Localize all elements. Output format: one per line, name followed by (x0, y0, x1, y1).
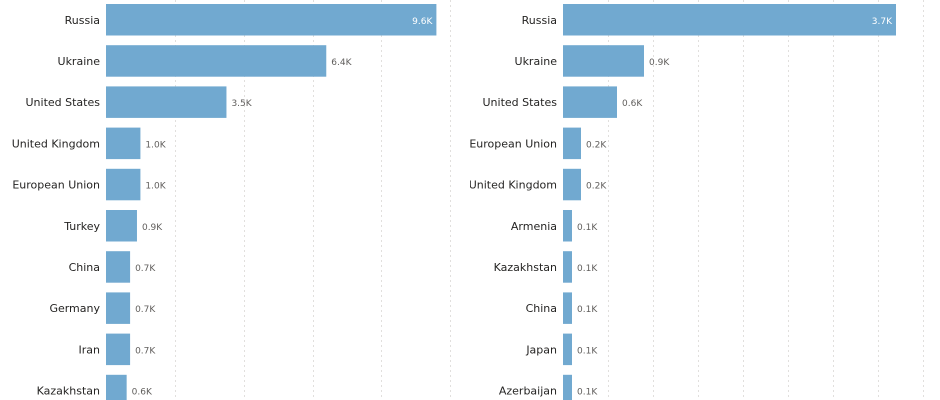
right-bar[interactable] (563, 333, 572, 366)
right-category-label: Kazakhstan (494, 261, 557, 274)
left-category-label: United Kingdom (12, 137, 100, 150)
right-category-label: United Kingdom (470, 179, 557, 192)
left-category-label: Turkey (63, 220, 100, 233)
right-data-label: 0.6K (622, 99, 643, 109)
left-bar[interactable] (106, 374, 127, 400)
right-bar[interactable] (563, 168, 581, 201)
left-data-label: 6.4K (331, 58, 352, 68)
right-category-label: United States (483, 96, 558, 109)
right-category-label: Ukraine (515, 55, 558, 68)
right-data-label: 0.1K (577, 264, 598, 274)
left-category-label: Russia (65, 14, 100, 27)
left-data-label: 0.7K (135, 346, 156, 356)
left-category-label: European Union (12, 179, 100, 192)
bar-chart-right: Russia 3.7K Ukraine 0.9K United States 0.6K Eu… (470, 0, 924, 400)
left-data-label: 1.0K (145, 182, 166, 192)
left-bar[interactable] (106, 333, 131, 366)
right-bar[interactable] (563, 86, 617, 118)
left-category-label: United States (26, 96, 101, 109)
right-bar[interactable] (563, 251, 572, 283)
left-bar[interactable] (106, 210, 137, 242)
right-data-label: 0.1K (577, 346, 598, 356)
left-data-label: 3.5K (231, 99, 252, 109)
right-bar[interactable] (563, 4, 896, 36)
left-category-label: Germany (49, 302, 100, 315)
right-bar[interactable] (563, 45, 644, 77)
right-bar[interactable] (563, 210, 572, 242)
left-data-label: 0.6K (132, 388, 153, 398)
left-bar[interactable] (106, 45, 327, 77)
left-data-label: 1.0K (145, 140, 166, 150)
right-data-label: 0.2K (586, 182, 607, 192)
right-bar[interactable] (563, 127, 581, 160)
right-category-label: Armenia (511, 220, 557, 233)
right-bar[interactable] (563, 292, 572, 324)
right-category-label: China (526, 302, 557, 315)
left-bar[interactable] (106, 251, 131, 283)
left-data-label: 0.7K (135, 264, 156, 274)
right-category-label: European Union (470, 137, 557, 150)
bar-chart-left: Russia 9.6K Ukraine 6.4K United States 3.5K Un… (12, 0, 451, 400)
left-data-label: 0.7K (135, 305, 156, 315)
left-data-label: 0.9K (142, 223, 163, 233)
right-category-label: Russia (522, 14, 557, 27)
left-bar[interactable] (106, 127, 141, 160)
left-category-label: Iran (79, 343, 101, 356)
right-category-label: Japan (525, 343, 557, 356)
right-data-label: 0.1K (577, 388, 598, 398)
right-data-label: 0.2K (586, 140, 607, 150)
left-category-label: Ukraine (58, 55, 101, 68)
left-category-label: Kazakhstan (37, 385, 100, 398)
left-bar[interactable] (106, 86, 227, 118)
left-bar[interactable] (106, 4, 437, 36)
left-bar[interactable] (106, 168, 141, 201)
left-category-label: China (69, 261, 100, 274)
right-data-label: 3.7K (872, 17, 893, 27)
right-data-label: 0.9K (649, 58, 670, 68)
left-bar[interactable] (106, 292, 131, 324)
right-data-label: 0.1K (577, 305, 598, 315)
right-category-label: Azerbaijan (499, 385, 557, 398)
right-data-label: 0.1K (577, 223, 598, 233)
right-bar[interactable] (563, 374, 572, 400)
left-data-label: 9.6K (412, 17, 433, 27)
